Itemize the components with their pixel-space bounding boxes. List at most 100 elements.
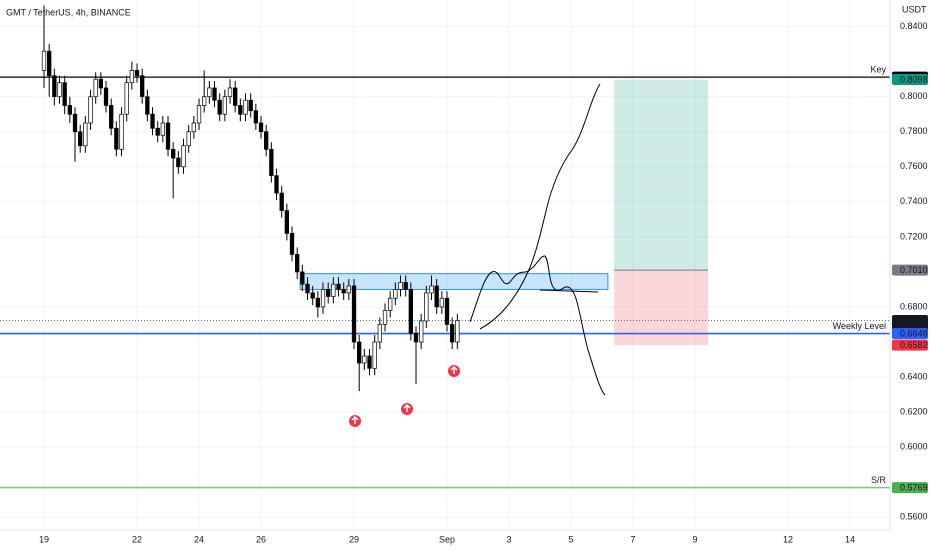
candle-body: [403, 282, 408, 290]
candle-body: [382, 310, 388, 325]
candle-body: [186, 131, 191, 147]
candle-body: [326, 289, 331, 297]
x-tick-label: Sep: [439, 534, 455, 544]
candle-body: [434, 285, 439, 308]
candle-body: [388, 297, 393, 311]
y-tick-label: 0.6200: [900, 406, 928, 416]
x-tick-label: 19: [39, 534, 49, 544]
x-tick-label: 26: [256, 534, 266, 544]
price-badge-label: 0.8098: [900, 74, 928, 84]
candle-body: [357, 341, 362, 364]
candle-body: [212, 87, 217, 101]
price-badge: [892, 339, 928, 351]
x-tick-label: 3: [507, 534, 512, 544]
price-badge: [892, 264, 928, 276]
candle-body: [238, 105, 243, 115]
candle-body: [336, 283, 341, 290]
candle-body: [227, 87, 233, 98]
candle-body: [248, 99, 253, 112]
y-tick-label: 0.8400: [900, 21, 928, 31]
candle-body: [98, 78, 103, 89]
candle-body: [83, 122, 88, 147]
candle-body: [408, 289, 413, 334]
y-tick-label: 0.7600: [900, 161, 928, 171]
candle-body: [47, 50, 52, 77]
y-tick-label: 0.6000: [900, 442, 928, 452]
price-badge-label: 0.6648: [900, 328, 928, 338]
candle-body: [233, 87, 238, 106]
candle-body: [109, 105, 114, 129]
candle-body: [207, 87, 212, 98]
candle-body: [258, 122, 264, 133]
candle-body: [289, 233, 295, 255]
x-tick-label: 24: [194, 534, 204, 544]
price-badge: [892, 328, 928, 340]
candle-body: [450, 324, 455, 343]
candle-body: [155, 127, 160, 136]
x-tick-label: 12: [783, 534, 793, 544]
candle-body: [284, 210, 289, 234]
candle-body: [196, 105, 202, 124]
candle-body: [279, 192, 284, 211]
candle-body: [41, 50, 47, 71]
candle-body: [320, 289, 326, 308]
candle-body: [140, 75, 145, 98]
y-unit: USDT: [902, 4, 927, 14]
candle-body: [315, 297, 320, 308]
candle-body: [424, 292, 429, 322]
candle-body: [295, 254, 300, 273]
price-badge-label: 0.7010: [900, 265, 928, 275]
candle-body: [160, 122, 165, 136]
price-badge-label: 0.6723: [900, 315, 928, 325]
candle-body: [429, 285, 434, 294]
candle-body: [413, 332, 419, 343]
candle-body: [93, 78, 98, 98]
candle-body: [398, 282, 403, 290]
candle-body: [62, 82, 67, 106]
candle-body: [341, 289, 346, 294]
chart-title: GMT / TetherUS, 4h, BINANCE: [6, 7, 131, 17]
price-badge-label: 0.5769: [900, 482, 928, 492]
candle-body: [362, 355, 367, 364]
candle-body: [367, 355, 372, 369]
y-tick-label: 0.6400: [900, 371, 928, 381]
candle-body: [191, 122, 196, 133]
candle-body: [274, 175, 279, 194]
candle-body: [124, 82, 129, 115]
candle-body: [222, 96, 227, 115]
x-tick-label: 7: [631, 534, 636, 544]
target-area: [614, 79, 709, 271]
candle-body: [103, 87, 109, 106]
candle-body: [181, 145, 186, 168]
y-tick-label: 0.6800: [900, 301, 928, 311]
candle-body: [419, 320, 424, 343]
candle-body: [150, 113, 155, 129]
candle-body: [444, 297, 450, 325]
candle-body: [217, 99, 222, 115]
candle-body: [165, 122, 171, 150]
candle-body: [310, 292, 315, 299]
level-label: Key: [870, 64, 886, 74]
candle-body: [114, 127, 119, 150]
y-tick-label: 0.7200: [900, 231, 928, 241]
candle-body: [439, 297, 444, 308]
candle-body: [351, 285, 357, 343]
y-tick-label: 0.7800: [900, 126, 928, 136]
candle-body: [171, 148, 176, 159]
candle-body: [372, 341, 377, 369]
candle-body: [119, 113, 124, 150]
candle-body: [377, 324, 382, 343]
signal-markers: [349, 365, 460, 427]
candle-body: [78, 131, 83, 147]
candle-body: [52, 75, 57, 98]
candle-body: [88, 96, 93, 124]
candle-body: [264, 131, 269, 150]
candle-body: [455, 320, 460, 343]
candle-body: [331, 283, 336, 297]
candle-body: [346, 285, 351, 294]
drawing: [469, 83, 606, 396]
candle-body: [57, 82, 62, 98]
stop-area: [614, 270, 709, 346]
x-tick-label: 9: [693, 534, 698, 544]
